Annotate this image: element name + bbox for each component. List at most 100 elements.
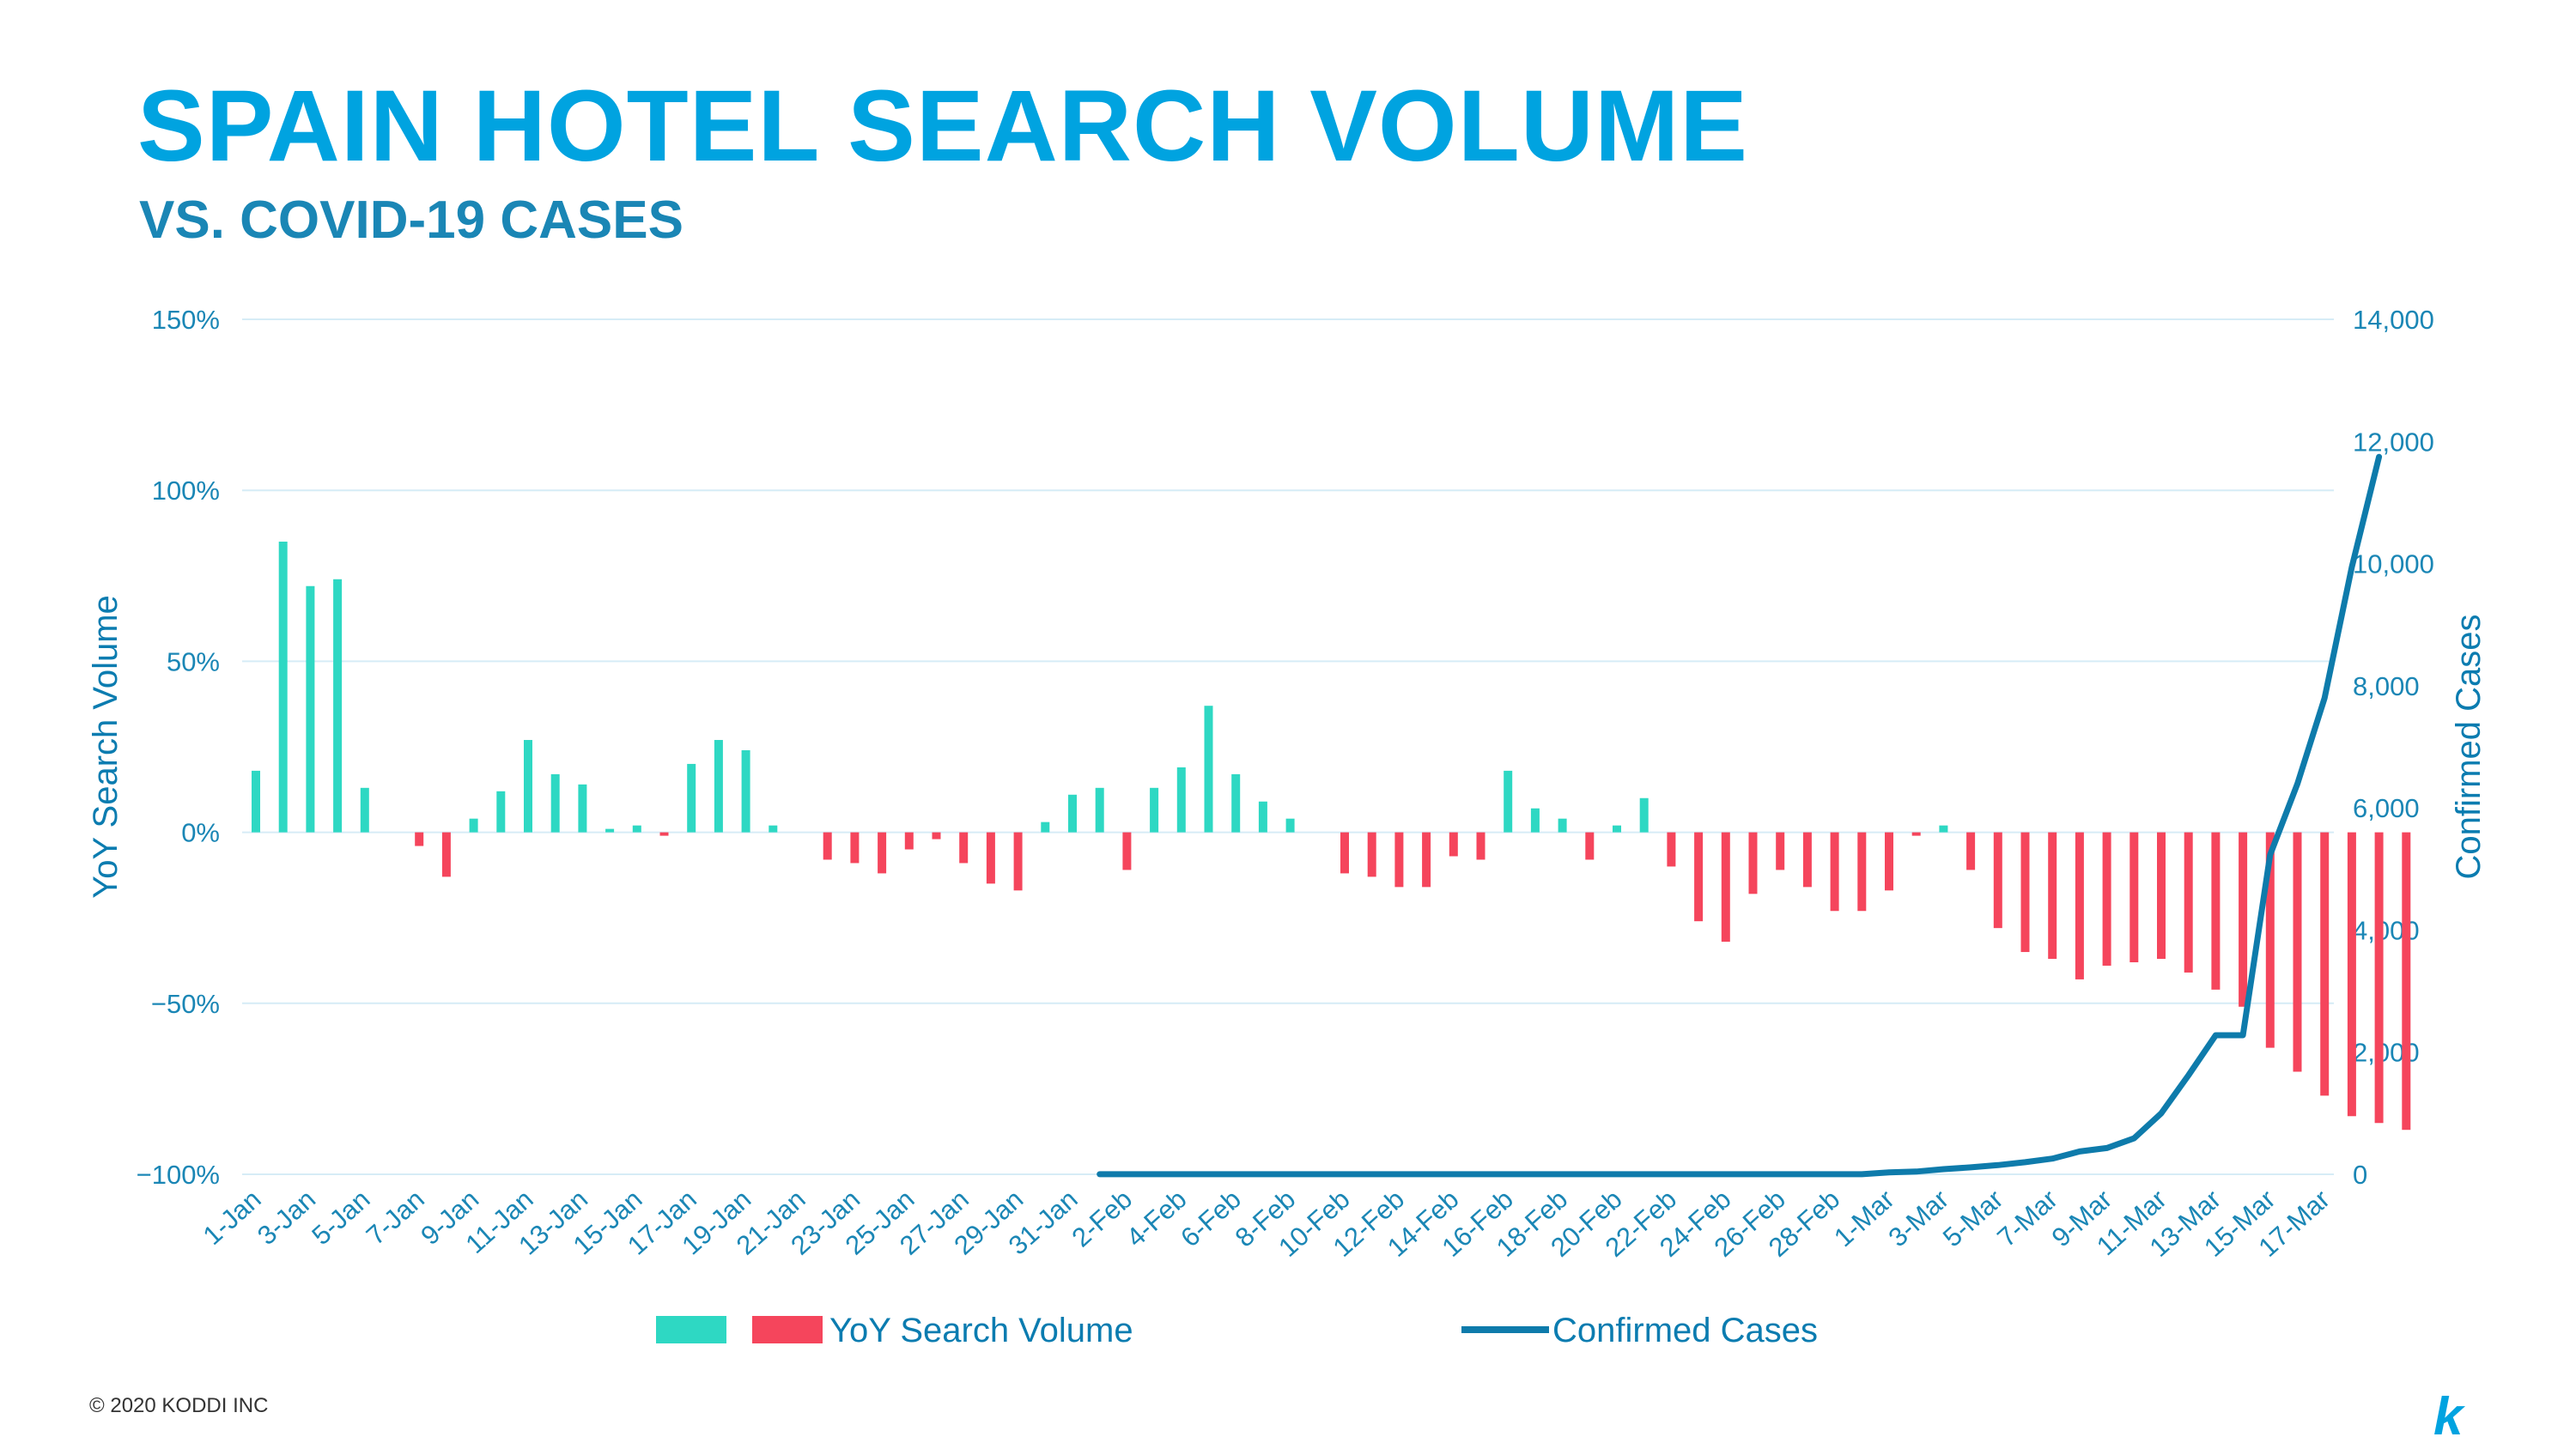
bar — [1231, 773, 1241, 833]
bar — [2184, 832, 2193, 973]
bar — [659, 832, 669, 836]
bar — [1150, 787, 1159, 833]
bar — [1558, 818, 1567, 833]
bar — [823, 832, 832, 860]
bar — [1041, 822, 1050, 833]
bar — [1585, 832, 1595, 860]
y-tick-label: −100% — [137, 1160, 220, 1190]
y2-tick-label: 0 — [2353, 1160, 2367, 1190]
bar — [1776, 832, 1785, 870]
legend-label-line: Confirmed Cases — [1552, 1312, 1818, 1349]
bar — [2129, 832, 2139, 962]
legend-label-bars: YoY Search Volume — [829, 1312, 1133, 1349]
line-series — [1097, 453, 2383, 1178]
bar — [1802, 832, 1812, 888]
bar — [2020, 832, 2030, 953]
bar — [1530, 808, 1540, 833]
bar — [360, 787, 369, 833]
bar — [415, 832, 424, 846]
x-tick-label: 2-Feb — [1066, 1184, 1138, 1252]
bar — [959, 832, 969, 864]
bar — [2293, 832, 2302, 1072]
bar — [687, 763, 696, 833]
right-axis-title: Confirmed Cases — [2450, 614, 2488, 879]
bar — [1204, 706, 1213, 833]
bar — [2402, 832, 2411, 1131]
bar-series — [252, 541, 2411, 1131]
gridlines — [242, 318, 2334, 1175]
legend-swatch-positive — [656, 1316, 726, 1343]
bar — [2347, 832, 2356, 1117]
bar — [1013, 832, 1023, 891]
bar — [632, 825, 641, 833]
bar — [1993, 832, 2002, 929]
bar — [605, 828, 615, 833]
left-axis-title: YoY Search Volume — [87, 595, 125, 899]
bar — [714, 740, 723, 833]
bar — [1367, 832, 1376, 877]
y-tick-label: 50% — [167, 646, 220, 676]
y-tick-label: −50% — [151, 989, 220, 1019]
bar — [550, 773, 560, 833]
x-tick-label: 3-Mar — [1883, 1184, 1955, 1252]
bar — [1476, 832, 1485, 860]
bar — [769, 825, 778, 833]
y2-tick-label: 6,000 — [2353, 793, 2420, 823]
bar — [1095, 787, 1104, 833]
bar — [1122, 832, 1132, 870]
bar — [496, 791, 506, 833]
bar — [1911, 832, 1921, 836]
bar — [741, 749, 750, 833]
bar — [2102, 832, 2111, 966]
bar — [2157, 832, 2166, 960]
bar — [2374, 832, 2384, 1124]
bar — [1857, 832, 1867, 912]
y2-tick-label: 10,000 — [2353, 549, 2434, 579]
bar — [252, 770, 260, 833]
bar — [306, 585, 315, 833]
bar — [278, 541, 288, 833]
bar — [2211, 832, 2221, 990]
bar — [1504, 770, 1513, 833]
bar — [1068, 794, 1077, 833]
bar — [986, 832, 995, 884]
x-tick-label: 7-Jan — [361, 1184, 430, 1251]
bar — [1613, 825, 1621, 833]
bar — [1667, 832, 1676, 867]
y-tick-label: 0% — [181, 818, 220, 848]
x-tick-label: 6-Feb — [1175, 1184, 1247, 1252]
y-tick-label: 150% — [152, 305, 220, 335]
bar — [524, 740, 532, 833]
x-tick-label: 5-Jan — [306, 1184, 375, 1251]
bar — [1748, 832, 1758, 894]
bar — [1422, 832, 1431, 888]
bar — [1176, 767, 1186, 833]
copyright-text: © 2020 KODDI INC — [89, 1394, 269, 1417]
x-axis-ticks: 1-Jan3-Jan5-Jan7-Jan9-Jan11-Jan13-Jan15-… — [197, 1184, 2336, 1263]
bar — [1639, 797, 1649, 833]
bar — [850, 832, 860, 864]
bar — [1966, 832, 1976, 870]
legend: YoY Search Volume Confirmed Cases — [656, 1312, 1818, 1349]
bar — [1340, 832, 1349, 874]
bar — [2239, 832, 2248, 1007]
bar — [441, 832, 451, 877]
bar — [1939, 825, 1948, 833]
bar — [904, 832, 914, 850]
x-tick-label: 1-Jan — [197, 1184, 267, 1251]
y2-tick-label: 14,000 — [2353, 305, 2434, 335]
x-tick-label: 1-Mar — [1828, 1184, 1900, 1252]
x-tick-label: 7-Mar — [1991, 1184, 2063, 1252]
y2-tick-label: 12,000 — [2353, 427, 2434, 457]
bar — [1258, 801, 1267, 833]
x-tick-label: 4-Feb — [1121, 1184, 1193, 1252]
x-tick-label: 5-Mar — [1937, 1184, 2009, 1252]
bar — [2048, 832, 2057, 960]
bar — [1449, 832, 1458, 857]
y-tick-label: 100% — [152, 476, 220, 506]
bar — [1721, 832, 1730, 943]
bar — [1694, 832, 1704, 922]
bar — [1830, 832, 1839, 912]
